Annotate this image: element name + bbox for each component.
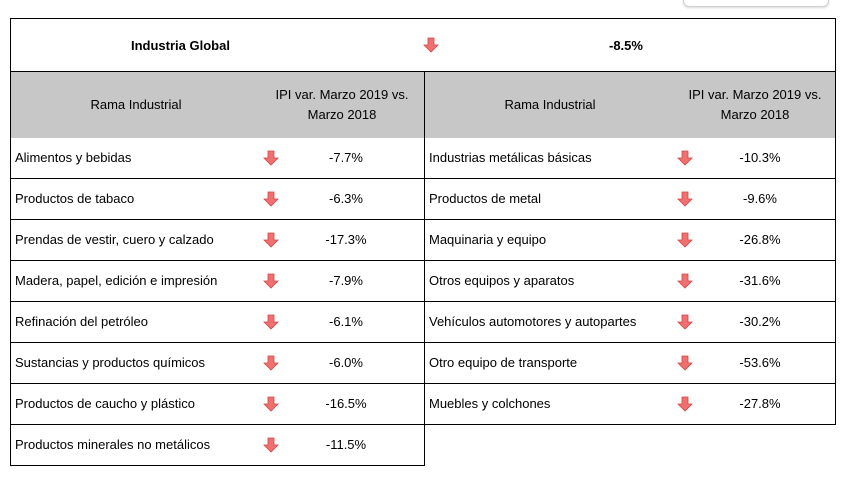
table-header: Rama Industrial IPI var. Marzo 2019 vs. … — [10, 72, 836, 138]
down-arrow-icon — [423, 37, 439, 53]
industry-name: Otro equipo de transporte — [429, 355, 578, 370]
ipi-value: -10.3% — [739, 150, 781, 165]
ipi-value: -7.7% — [329, 150, 363, 165]
global-industry-label: Industria Global — [131, 38, 230, 53]
ipi-value: -7.9% — [329, 273, 363, 288]
ipi-table: Industria Global -8.5% Rama Industrial I… — [10, 18, 836, 466]
ipi-value: -26.8% — [739, 232, 781, 247]
table-row: Maquinaria y equipo -26.8% — [424, 220, 836, 261]
down-arrow-icon — [263, 191, 279, 207]
table-row: Sustancias y productos químicos -6.0% — [10, 343, 425, 384]
header-ipi-right: IPI var. Marzo 2019 vs. Marzo 2018 — [673, 85, 837, 125]
table-row: Productos de caucho y plástico -16.5% — [10, 384, 425, 425]
ipi-value: -6.0% — [329, 355, 363, 370]
ipi-value: -9.6% — [743, 191, 777, 206]
down-arrow-icon — [263, 314, 279, 330]
industry-name: Refinación del petróleo — [15, 314, 148, 329]
header-ipi-left: IPI var. Marzo 2019 vs. Marzo 2018 — [259, 85, 425, 125]
header-ipi-left-line2: Marzo 2018 — [307, 107, 377, 122]
table-row: Muebles y colchones -27.8% — [424, 384, 836, 425]
table-row: Industrias metálicas básicas -10.3% — [424, 138, 836, 179]
down-arrow-icon — [263, 396, 279, 412]
down-arrow-icon — [263, 232, 279, 248]
industry-name: Productos de caucho y plástico — [15, 396, 195, 411]
ipi-value: -31.6% — [739, 273, 781, 288]
industry-name: Alimentos y bebidas — [15, 150, 132, 165]
table-row: Prendas de vestir, cuero y calzado -17.3% — [10, 220, 425, 261]
industry-name: Industrias metálicas básicas — [429, 150, 592, 165]
global-industry-row: Industria Global -8.5% — [10, 18, 836, 72]
header-ipi-right-line1: IPI var. Marzo 2019 vs. — [688, 87, 822, 102]
ipi-value: -30.2% — [739, 314, 781, 329]
header-rama-left: Rama Industrial — [90, 97, 182, 112]
industry-name: Madera, papel, edición e impresión — [15, 273, 218, 288]
down-arrow-icon — [263, 437, 279, 453]
table-row: Otros equipos y aparatos -31.6% — [424, 261, 836, 302]
industry-name: Otros equipos y aparatos — [429, 273, 575, 288]
industry-name: Vehículos automotores y autopartes — [429, 314, 637, 329]
ipi-value: -6.1% — [329, 314, 363, 329]
down-arrow-icon — [263, 273, 279, 289]
industry-name: Sustancias y productos químicos — [15, 355, 206, 370]
down-arrow-icon — [263, 150, 279, 166]
table-row: Productos minerales no metálicos -11.5% — [10, 425, 425, 466]
ipi-value: -17.3% — [325, 232, 367, 247]
down-arrow-icon — [677, 191, 693, 207]
header-rama-right: Rama Industrial — [504, 97, 596, 112]
industry-name: Productos minerales no metálicos — [15, 437, 211, 452]
window-corner-tab — [683, 0, 829, 7]
header-ipi-right-line2: Marzo 2018 — [720, 107, 790, 122]
table-row: Madera, papel, edición e impresión -7.9% — [10, 261, 425, 302]
industry-name: Muebles y colchones — [429, 396, 551, 411]
industry-name: Prendas de vestir, cuero y calzado — [15, 232, 214, 247]
ipi-value: -53.6% — [739, 355, 781, 370]
down-arrow-icon — [677, 396, 693, 412]
industry-name: Maquinaria y equipo — [429, 232, 547, 247]
ipi-value: -11.5% — [325, 437, 367, 452]
global-industry-value: -8.5% — [609, 38, 643, 53]
down-arrow-icon — [263, 355, 279, 371]
down-arrow-icon — [677, 355, 693, 371]
ipi-value: -27.8% — [739, 396, 781, 411]
ipi-value: -6.3% — [329, 191, 363, 206]
header-ipi-left-line1: IPI var. Marzo 2019 vs. — [275, 87, 409, 102]
table-row: Productos de tabaco -6.3% — [10, 179, 425, 220]
industry-name: Productos de metal — [429, 191, 542, 206]
table-row: Refinación del petróleo -6.1% — [10, 302, 425, 343]
down-arrow-icon — [677, 314, 693, 330]
down-arrow-icon — [677, 150, 693, 166]
down-arrow-icon — [677, 232, 693, 248]
industry-name: Productos de tabaco — [15, 191, 135, 206]
table-row: Alimentos y bebidas -7.7% — [10, 138, 425, 179]
table-row: Otro equipo de transporte -53.6% — [424, 343, 836, 384]
header-divider — [424, 72, 425, 138]
table-row: Vehículos automotores y autopartes -30.2% — [424, 302, 836, 343]
table-row: Productos de metal -9.6% — [424, 179, 836, 220]
down-arrow-icon — [677, 273, 693, 289]
ipi-value: -16.5% — [325, 396, 367, 411]
